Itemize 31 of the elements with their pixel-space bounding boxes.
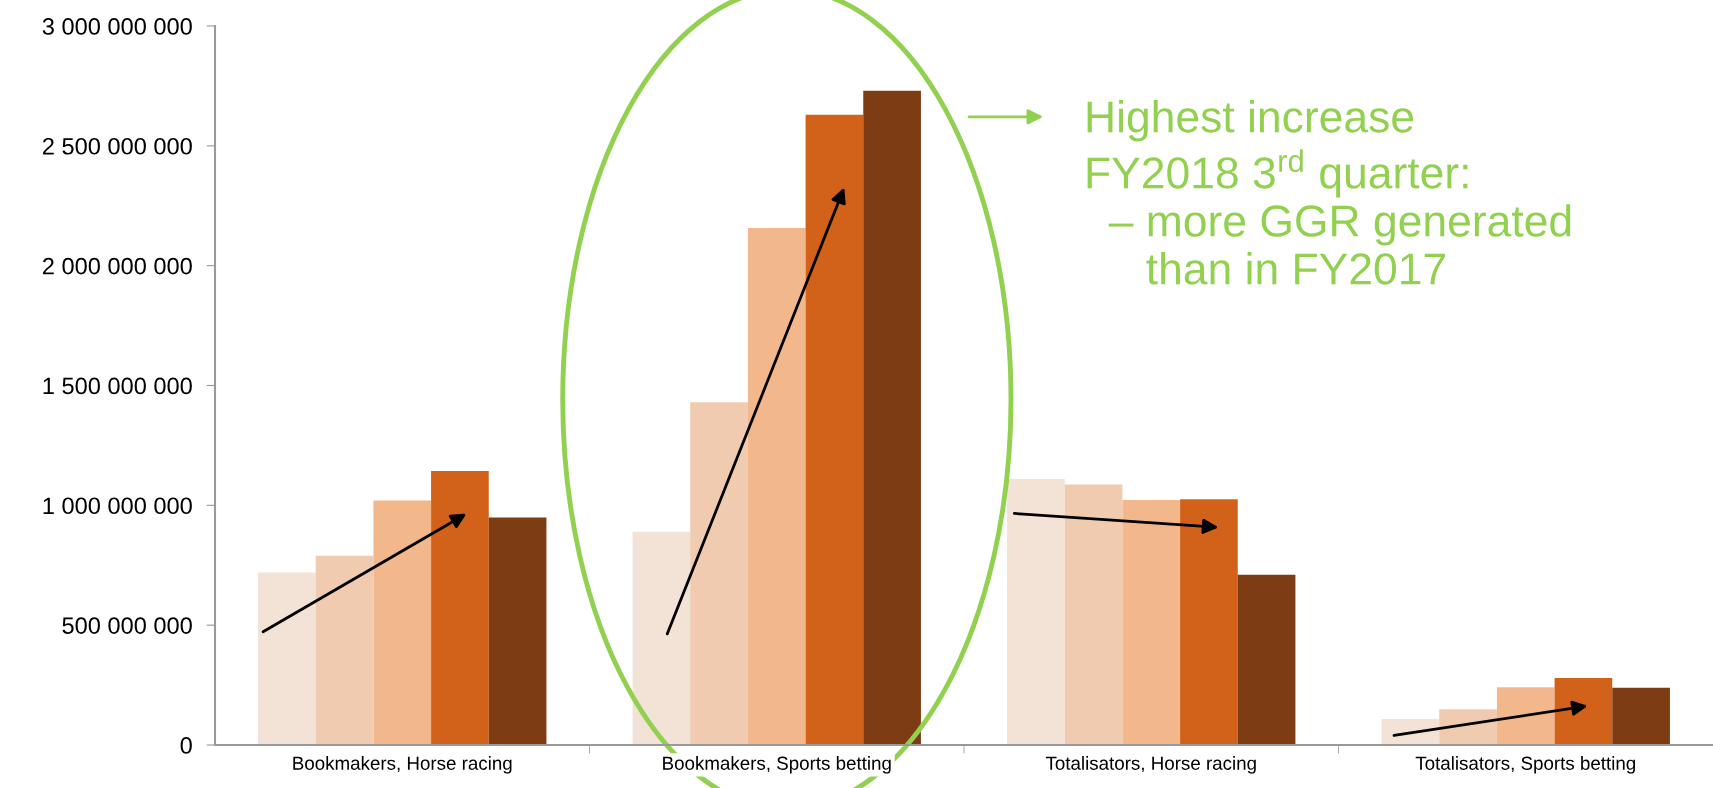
- bar: [1496, 687, 1555, 745]
- x-tick-label: Bookmakers, Horse racing: [293, 756, 512, 774]
- bar: [1180, 499, 1238, 745]
- x-tick-label: Totalisators, Sports betting: [1415, 756, 1636, 774]
- bar: [258, 572, 316, 745]
- bar: [1064, 484, 1123, 745]
- bar: [431, 471, 489, 745]
- y-tick-label: 0: [180, 737, 192, 754]
- y-tick-label: 1 500 000 000: [43, 377, 192, 395]
- bar: [1439, 709, 1497, 745]
- y-tick-label: 2 000 000 000: [42, 257, 192, 275]
- bar: [805, 114, 864, 745]
- annotation: Highest increase FY2018 3$^{rd}$ quarter: – more GGR generated than in FY2017: [1087, 100, 1571, 285]
- bar: [1612, 687, 1670, 745]
- bar: [315, 555, 374, 745]
- y-tick-label: 1 000 000 000: [43, 497, 192, 515]
- bar: [1007, 478, 1065, 745]
- bar: [488, 517, 547, 745]
- bar: [863, 90, 921, 745]
- bar: [1554, 677, 1613, 745]
- bar: [1237, 574, 1296, 745]
- y-tick-label: 2 500 000 000: [42, 137, 192, 155]
- bar: [373, 500, 432, 745]
- bar: [1122, 500, 1181, 745]
- bar: [690, 402, 748, 745]
- bar: [747, 228, 806, 745]
- x-tick-label: Bookmakers, Sports betting: [663, 756, 891, 774]
- bar: [632, 531, 691, 745]
- y-tick-label: 3 000 000 000: [42, 18, 192, 35]
- x-tick-label: Totalisators, Horse racing: [1045, 756, 1256, 774]
- y-tick-label: 500 000 000: [62, 617, 192, 634]
